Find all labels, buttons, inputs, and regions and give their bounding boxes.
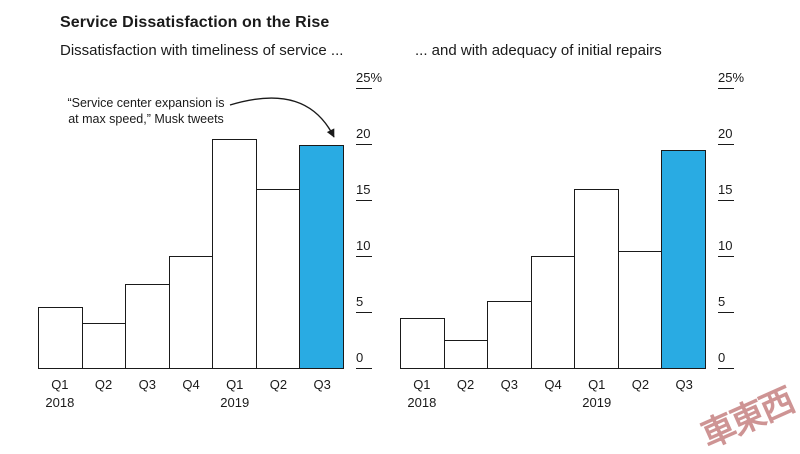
x-label-q3-6: Q3 xyxy=(675,377,693,392)
y-tick-label: 25% xyxy=(718,70,745,85)
y-tick-15: 15 xyxy=(356,183,372,201)
y-tick-15: 15 xyxy=(718,183,734,201)
x-label-q1-4: Q1 2019 xyxy=(575,377,619,411)
plot-area xyxy=(38,89,344,369)
y-tick-20: 20 xyxy=(356,127,372,145)
y-tick-10: 10 xyxy=(356,239,372,257)
bar-q3-6 xyxy=(299,144,344,368)
x-label-q2-1: Q2 xyxy=(94,377,113,392)
subtitle-row: Dissatisfaction with timeliness of servi… xyxy=(60,42,800,59)
bar-q2-1 xyxy=(81,323,127,368)
bar-q3-2 xyxy=(125,284,170,368)
y-tick-label: 5 xyxy=(718,294,726,309)
y-tick-label: 10 xyxy=(356,238,371,253)
y-tick-mark xyxy=(718,256,734,257)
bar-q2-5 xyxy=(255,189,301,368)
y-tick-label: 0 xyxy=(356,350,364,365)
x-year-label: 2019 xyxy=(582,394,612,410)
y-tick-label: 10 xyxy=(718,238,733,253)
y-axis: 25% 20 15 10 5 0 xyxy=(706,71,752,369)
y-tick-mark xyxy=(356,368,372,369)
plot-wrap: 25% 20 15 10 5 0 xyxy=(38,71,390,369)
x-axis-labels: Q1 2018 Q2 Q3 Q4 Q1 2019 Q2 Q3 xyxy=(38,377,344,411)
x-label-q2-5: Q2 xyxy=(269,377,288,392)
y-tick-5: 5 xyxy=(718,295,734,313)
x-label-q4-3: Q4 xyxy=(544,377,562,392)
chart-header: Service Dissatisfaction on the Rise Diss… xyxy=(0,0,800,59)
y-tick-mark xyxy=(718,368,734,369)
x-label-q1-0: Q1 2018 xyxy=(38,377,82,411)
bar-q4-3 xyxy=(530,256,576,368)
y-tick-mark xyxy=(356,200,372,201)
y-tick-label: 20 xyxy=(718,126,733,141)
bar-q2-1 xyxy=(443,340,489,368)
y-tick-label: 15 xyxy=(356,182,371,197)
y-tick-25: 25% xyxy=(356,71,382,89)
y-tick-label: 25% xyxy=(356,70,383,85)
bar-q1-4 xyxy=(212,139,257,368)
bar-q1-4 xyxy=(574,189,619,368)
x-year-label: 2019 xyxy=(220,394,250,410)
y-tick-mark xyxy=(356,88,372,89)
y-tick-mark xyxy=(718,312,734,313)
y-tick-label: 5 xyxy=(356,294,364,309)
bar-q1-0 xyxy=(400,317,445,368)
y-tick-label: 0 xyxy=(718,350,726,365)
bar-q2-5 xyxy=(617,250,663,368)
bar-q1-0 xyxy=(38,306,83,368)
x-year-label: 2018 xyxy=(45,394,75,410)
y-tick-mark xyxy=(718,200,734,201)
y-axis: 25% 20 15 10 5 0 xyxy=(344,71,390,369)
y-tick-mark xyxy=(356,256,372,257)
y-tick-mark xyxy=(718,88,734,89)
y-tick-mark xyxy=(356,312,372,313)
x-label-q4-3: Q4 xyxy=(182,377,200,392)
y-tick-10: 10 xyxy=(718,239,734,257)
x-label-q2-5: Q2 xyxy=(631,377,650,392)
x-axis-labels: Q1 2018 Q2 Q3 Q4 Q1 2019 Q2 Q3 xyxy=(400,377,706,411)
subtitle-right: ... and with adequacy of initial repairs xyxy=(415,42,662,59)
bar-q3-2 xyxy=(487,301,532,368)
x-label-q3-6: Q3 xyxy=(313,377,331,392)
x-label-q3-2: Q3 xyxy=(138,377,156,392)
chart-timeliness: 25% 20 15 10 5 0 Q1 2018 Q2 Q3 Q4 Q1 2019 Q2 Q3 “Serv… xyxy=(38,71,390,411)
chart-repairs: 25% 20 15 10 5 0 Q1 2018 Q2 Q3 Q4 Q1 2019 Q2 Q3 xyxy=(400,71,752,411)
y-tick-0: 0 xyxy=(356,351,372,369)
y-tick-25: 25% xyxy=(718,71,744,89)
y-tick-0: 0 xyxy=(718,351,734,369)
x-label-q1-0: Q1 2018 xyxy=(400,377,444,411)
subtitle-left: Dissatisfaction with timeliness of servi… xyxy=(60,42,344,59)
bar-q3-6 xyxy=(661,150,706,368)
page-title: Service Dissatisfaction on the Rise xyxy=(60,14,330,31)
y-tick-20: 20 xyxy=(718,127,734,145)
y-tick-mark xyxy=(356,144,372,145)
y-tick-5: 5 xyxy=(356,295,372,313)
charts-row: 25% 20 15 10 5 0 Q1 2018 Q2 Q3 Q4 Q1 2019 Q2 Q3 “Serv… xyxy=(0,71,800,411)
bar-q4-3 xyxy=(168,256,214,368)
plot-area xyxy=(400,89,706,369)
y-tick-mark xyxy=(718,144,734,145)
x-year-label: 2018 xyxy=(407,394,437,410)
x-label-q3-2: Q3 xyxy=(500,377,518,392)
x-label-q2-1: Q2 xyxy=(456,377,475,392)
plot-wrap: 25% 20 15 10 5 0 xyxy=(400,71,752,369)
annotation-musk-tweet: “Service center expansion is at max spee… xyxy=(67,96,225,127)
y-tick-label: 15 xyxy=(718,182,733,197)
y-tick-label: 20 xyxy=(356,126,371,141)
x-label-q1-4: Q1 2019 xyxy=(213,377,257,411)
